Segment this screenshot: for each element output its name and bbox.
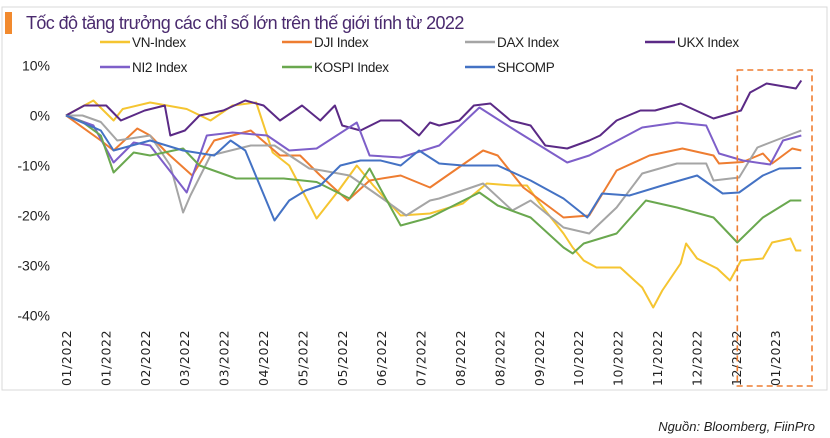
series-lines bbox=[65, 79, 803, 309]
legend-item: VN-Index bbox=[100, 35, 187, 50]
x-tick-label: 08/2022 bbox=[492, 330, 507, 386]
x-tick-label: 12/2022 bbox=[729, 330, 744, 386]
legend-label: NI2 Index bbox=[132, 60, 188, 75]
y-tick-label: -30% bbox=[17, 258, 50, 274]
chart-title: Tốc độ tăng trưởng các chỉ số lớn trên t… bbox=[26, 13, 464, 33]
x-tick-label: 05/2022 bbox=[295, 330, 310, 386]
legend-label: DAX Index bbox=[497, 35, 559, 50]
x-tick-label: 06/2022 bbox=[374, 330, 389, 386]
series-line-ni2-index bbox=[65, 106, 802, 194]
source-note: Nguồn: Bloomberg, FiinPro bbox=[658, 419, 815, 434]
x-tick-label: 01/2022 bbox=[59, 330, 74, 386]
legend-label: VN-Index bbox=[132, 35, 186, 50]
x-tick-label: 12/2022 bbox=[689, 330, 704, 386]
y-tick-label: 0% bbox=[30, 108, 50, 124]
title-accent-bar bbox=[5, 12, 12, 34]
x-tick-label: 11/2022 bbox=[650, 330, 665, 386]
series-line-dax-index bbox=[66, 114, 802, 235]
legend-item: DJI Index bbox=[282, 35, 369, 50]
x-axis: 01/2022 01/2022 02/2022 03/2022 03/2022 04/20… bbox=[59, 330, 783, 386]
legend-item: SHCOMP bbox=[465, 60, 555, 75]
legend-item: UKX Index bbox=[645, 35, 740, 50]
legend-label: UKX Index bbox=[677, 35, 739, 50]
x-tick-label: 10/2022 bbox=[611, 330, 626, 386]
x-tick-label: 03/2022 bbox=[217, 330, 232, 386]
x-tick-label: 04/2022 bbox=[256, 330, 271, 386]
y-tick-label: -20% bbox=[17, 208, 50, 224]
x-tick-label: 10/2022 bbox=[571, 330, 586, 386]
series-line-shcomp bbox=[65, 114, 802, 222]
legend-item: NI2 Index bbox=[100, 60, 188, 75]
y-tick-label: -10% bbox=[17, 158, 50, 174]
x-tick-label: 01/2022 bbox=[98, 330, 113, 386]
highlight-box bbox=[736, 69, 813, 387]
x-tick-label: 01/2023 bbox=[768, 330, 783, 386]
x-tick-label: 08/2022 bbox=[453, 330, 468, 386]
legend-item: KOSPI Index bbox=[282, 60, 390, 75]
x-tick-label: 07/2022 bbox=[414, 330, 429, 386]
chart-frame bbox=[1, 6, 828, 391]
legend-label: SHCOMP bbox=[497, 60, 555, 75]
series-line-kospi-index bbox=[65, 114, 802, 255]
legend-label: KOSPI Index bbox=[314, 60, 389, 75]
y-tick-label: 10% bbox=[22, 58, 50, 74]
y-tick-label: -40% bbox=[17, 308, 50, 324]
x-tick-label: 05/2022 bbox=[335, 330, 350, 386]
legend: VN-Index DJI Index DAX Index UKX Index NI2 I… bbox=[100, 35, 740, 75]
legend-item: DAX Index bbox=[465, 35, 560, 50]
x-tick-label: 09/2022 bbox=[532, 330, 547, 386]
x-tick-label: 03/2022 bbox=[177, 330, 192, 386]
x-tick-label: 02/2022 bbox=[138, 330, 153, 386]
series-line-ukx-index bbox=[65, 79, 803, 150]
legend-label: DJI Index bbox=[314, 35, 369, 50]
y-axis: 10% 0% -10% -20% -30% -40% bbox=[17, 58, 50, 324]
